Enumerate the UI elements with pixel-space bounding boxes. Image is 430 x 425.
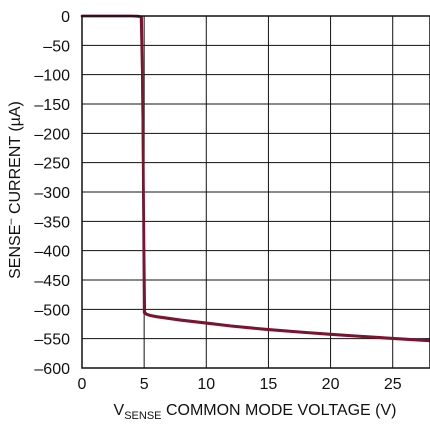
x-axis-title-prefix: V — [114, 402, 125, 419]
x-axis-title-text: COMMON MODE VOLTAGE (V) — [162, 402, 397, 419]
y-tick-label: –450 — [34, 273, 70, 290]
x-tick-label: 10 — [197, 376, 215, 393]
x-tick-label: 25 — [384, 376, 402, 393]
plot-frame — [81, 15, 430, 369]
y-tick-label: 0 — [61, 9, 70, 26]
y-tick-label: –600 — [34, 361, 70, 378]
y-tick-label: –200 — [34, 126, 70, 143]
series-line-1 — [80, 14, 430, 342]
x-axis-title: VSENSE COMMON MODE VOLTAGE (V) — [114, 402, 397, 422]
y-tick-label: –150 — [34, 97, 70, 114]
y-tick-label: –400 — [34, 244, 70, 261]
y-tick-label: –550 — [34, 332, 70, 349]
grid — [81, 15, 430, 369]
y-axis-title-base: SENSE — [7, 225, 24, 279]
x-tick-label: 15 — [260, 376, 278, 393]
y-axis-title-text: CURRENT (µA) — [7, 101, 24, 218]
x-axis-title-subscript: SENSE — [124, 410, 161, 422]
x-tick-labels: 0 5 10 15 20 25 — [78, 376, 402, 393]
y-tick-label: –500 — [34, 302, 70, 319]
x-tick-label: 20 — [322, 376, 340, 393]
series-line-2 — [80, 14, 430, 343]
x-tick-label: 5 — [140, 376, 149, 393]
y-tick-label: –100 — [34, 68, 70, 85]
y-tick-labels: 0 –50 –100 –150 –200 –250 –300 –350 –400 –450 –500… — [34, 9, 70, 378]
x-tick-label: 0 — [78, 376, 87, 393]
y-tick-label: –300 — [34, 185, 70, 202]
y-tick-label: –50 — [43, 38, 70, 55]
y-axis-title-superscript: – — [5, 218, 17, 225]
y-axis-title: SENSE– CURRENT (µA) — [5, 101, 24, 279]
y-tick-label: –350 — [34, 214, 70, 231]
y-tick-label: –250 — [34, 156, 70, 173]
series-layer — [80, 14, 430, 343]
